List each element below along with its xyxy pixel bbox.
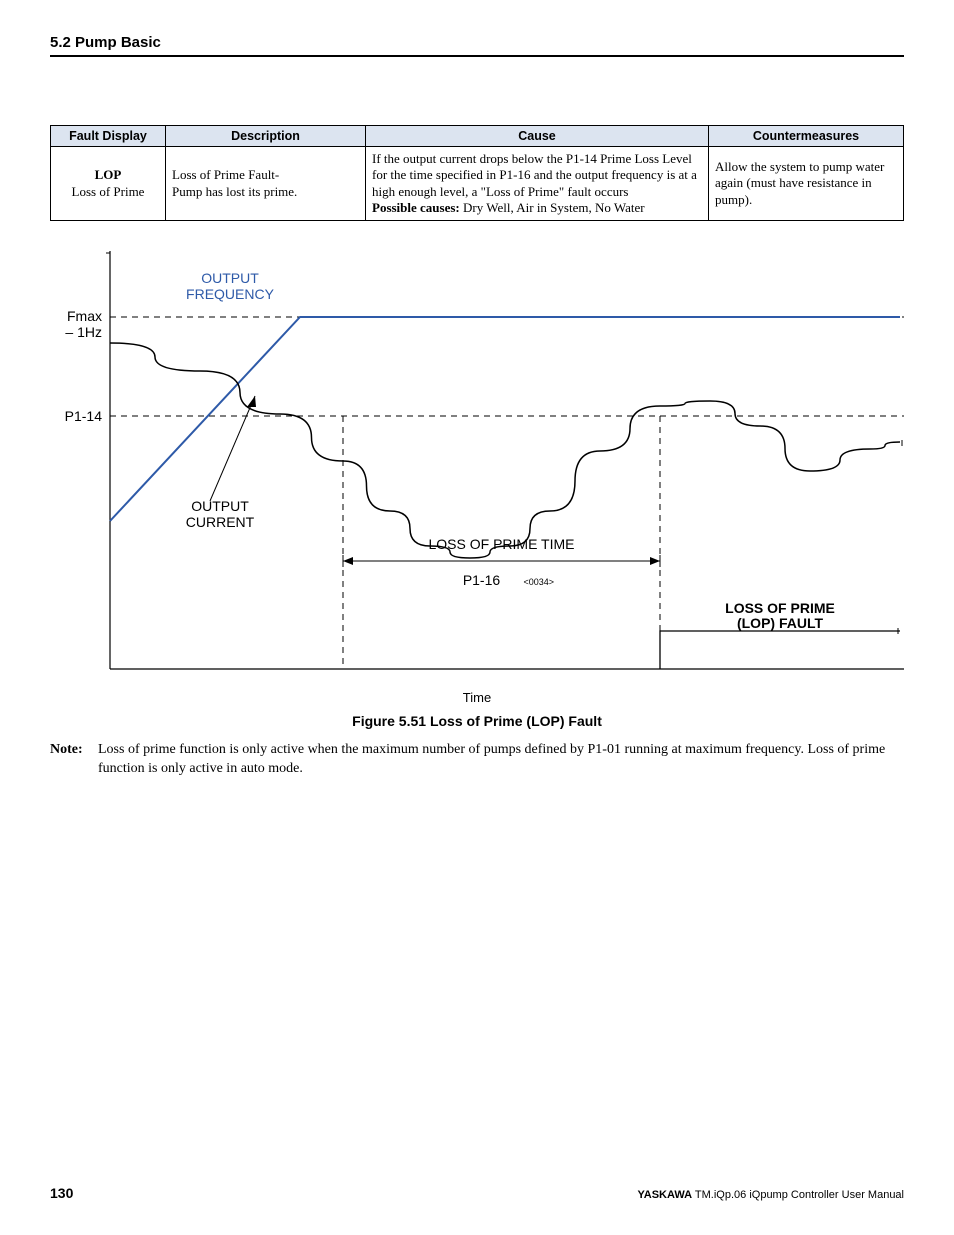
cell-cause: If the output current drops below the P1… [366,147,709,221]
th-description: Description [166,126,366,147]
label-lop-fault: LOSS OF PRIME [725,600,835,616]
section-header: 5.2 Pump Basic [50,34,904,57]
cause-main: If the output current drops below the P1… [372,151,697,199]
note-label: Note: [50,741,98,779]
footer-doc: YASKAWA TM.iQp.06 iQpump Controller User… [637,1189,904,1201]
table-row: LOP Loss of Prime Loss of Prime Fault- P… [51,147,904,221]
figure-wrap: OUTPUTFREQUENCYFmax– 1HzP1-14OUTPUTCURRE… [50,251,904,729]
x-axis-label: Time [50,690,904,705]
lop-chart: OUTPUTFREQUENCYFmax– 1HzP1-14OUTPUTCURRE… [50,251,904,681]
label-p114: P1-14 [65,408,103,424]
label-lop-fault-2: (LOP) FAULT [737,615,824,631]
cell-fault-display: LOP Loss of Prime [51,147,166,221]
page-number: 130 [50,1185,73,1201]
label-p116-sub: <0034> [524,577,555,587]
fault-table: Fault Display Description Cause Counterm… [50,125,904,221]
page-footer: 130 YASKAWA TM.iQp.06 iQpump Controller … [50,1185,904,1201]
fault-code: LOP [95,167,122,182]
cell-description: Loss of Prime Fault- Pump has lost its p… [166,147,366,221]
figure-caption: Figure 5.51 Loss of Prime (LOP) Fault [50,713,904,729]
label-lop-time: LOSS OF PRIME TIME [429,536,575,552]
label-output-frequency: OUTPUT [201,270,259,286]
th-cause: Cause [366,126,709,147]
label-output-current-2: CURRENT [186,514,255,530]
label-fmax: Fmax [67,308,102,324]
cause-pc-text: Dry Well, Air in System, No Water [460,200,645,215]
label-output-frequency-2: FREQUENCY [186,286,275,302]
cell-countermeasures: Allow the system to pump water again (mu… [709,147,904,221]
cause-pc-label: Possible causes: [372,200,460,215]
note-block: Note: Loss of prime function is only act… [50,741,904,779]
footer-brand: YASKAWA [637,1189,692,1201]
fault-name: Loss of Prime [72,184,145,199]
table-header-row: Fault Display Description Cause Counterm… [51,126,904,147]
th-countermeasures: Countermeasures [709,126,904,147]
label-fmax-2: – 1Hz [65,324,102,340]
desc-line1: Loss of Prime Fault- [172,167,279,182]
label-output-current: OUTPUT [191,498,249,514]
footer-docname: TM.iQp.06 iQpump Controller User Manual [692,1189,904,1201]
label-p116: P1-16 [463,572,501,588]
th-fault-display: Fault Display [51,126,166,147]
note-text: Loss of prime function is only active wh… [98,741,904,779]
desc-line2: Pump has lost its prime. [172,184,297,199]
